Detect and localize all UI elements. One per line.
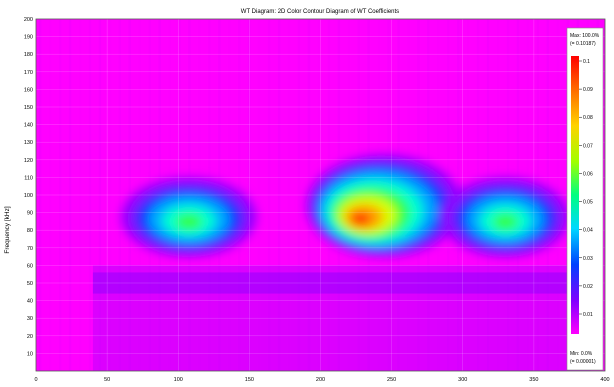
y-tick-label: 80	[27, 228, 33, 234]
colorbar-tick-label: 0.09	[583, 87, 593, 93]
colorbar-tick-label: 0.03	[583, 256, 593, 262]
y-tick-label: 60	[27, 263, 33, 269]
texture-streak	[48, 19, 52, 371]
texture-streak	[98, 19, 102, 371]
y-tick-label: 180	[24, 52, 33, 58]
colorbar-tick-label: 0.04	[583, 228, 593, 234]
colorbar-min-value: (= 0.00001)	[570, 359, 596, 365]
y-tick-label: 30	[27, 316, 33, 322]
y-tick-label: 110	[24, 175, 33, 181]
texture-streak	[267, 19, 271, 371]
colorbar-min-label: Min: 0.0%	[570, 351, 593, 357]
x-tick-label: 400	[600, 377, 609, 383]
x-tick-label: 250	[387, 377, 396, 383]
texture-streak	[58, 19, 62, 371]
x-tick-label: 0	[34, 377, 37, 383]
colorbar-max-value: (= 0.10187)	[570, 41, 596, 47]
texture-streak	[88, 19, 92, 371]
colorbar-gradient	[571, 56, 579, 334]
colorbar-tick-label: 0.08	[583, 115, 593, 121]
heat-level	[350, 212, 371, 226]
y-tick-label: 40	[27, 299, 33, 305]
texture-streak	[78, 19, 82, 371]
texture-streak	[68, 19, 72, 371]
x-tick-label: 300	[458, 377, 467, 383]
y-tick-label: 200	[24, 17, 33, 23]
texture-streak	[108, 19, 112, 371]
y-tick-label: 160	[24, 87, 33, 93]
colorbar: Max: 100.0% (= 0.10187) 0.10.090.080.070…	[566, 27, 604, 371]
colorbar-tick-label: 0.06	[583, 171, 593, 177]
texture-streak	[287, 19, 291, 371]
y-tick-label: 140	[24, 123, 33, 129]
y-tick-label: 70	[27, 246, 33, 252]
colorbar-tick-label: 0.1	[583, 59, 590, 65]
colorbar-tick-label: 0.05	[583, 200, 593, 206]
y-tick-label: 100	[24, 193, 33, 199]
chart-title: WT Diagram: 2D Color Contour Diagram of …	[241, 9, 399, 15]
y-tick-label: 120	[24, 158, 33, 164]
y-tick-labels: 10 20 30 40 50 60 70 80 90 100 110 120 130 140 150 160 1…	[24, 17, 33, 357]
plot-frame	[35, 18, 606, 372]
plot-area	[36, 19, 605, 371]
colorbar-ticks: 0.1 0.09 0.08 0.07 0.06 0.05 0.04 0.03 0.02 0.01	[579, 59, 593, 318]
texture-streak	[118, 19, 122, 371]
low-frequency-band	[92, 272, 591, 294]
texture-streak	[247, 19, 251, 371]
grid-lines	[36, 19, 605, 371]
x-tick-labels: 0 50 100 150 200 250 300 350 400	[34, 377, 609, 383]
heat-level	[175, 213, 203, 230]
x-tick-label: 50	[104, 377, 110, 383]
x-tick-label: 200	[316, 377, 325, 383]
heatmap-blobs	[121, 154, 570, 257]
texture-streak	[297, 19, 301, 371]
y-tick-label: 10	[27, 351, 33, 357]
y-tick-label: 190	[24, 35, 33, 41]
colorbar-max-label: Max: 100.0%	[570, 33, 600, 39]
y-tick-label: 130	[24, 140, 33, 146]
heat-level	[492, 213, 519, 230]
colorbar-tick-label: 0.01	[583, 312, 593, 318]
x-tick-label: 350	[529, 377, 538, 383]
colorbar-tick-label: 0.07	[583, 143, 593, 149]
low-frequency-band	[92, 265, 591, 371]
x-tick-label: 100	[174, 377, 183, 383]
y-tick-label: 90	[27, 211, 33, 217]
y-axis-label: Frequency [kHz]	[4, 206, 11, 254]
texture-streak	[38, 19, 42, 371]
colorbar-tick-label: 0.02	[583, 284, 593, 290]
texture-streak	[128, 19, 131, 371]
y-tick-label: 20	[27, 334, 33, 340]
y-tick-label: 150	[24, 105, 33, 111]
x-tick-label: 150	[245, 377, 254, 383]
texture-streak	[277, 19, 281, 371]
y-tick-label: 50	[27, 281, 33, 287]
y-tick-label: 170	[24, 70, 33, 76]
texture-streak	[257, 19, 261, 371]
